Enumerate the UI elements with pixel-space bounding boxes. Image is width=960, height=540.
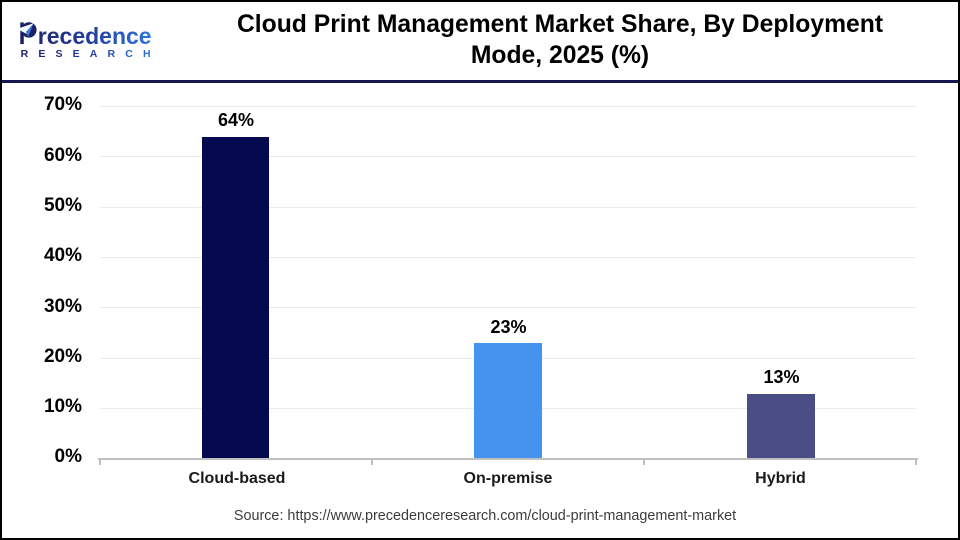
svg-text:RESEARCH: RESEARCH (21, 48, 161, 60)
svg-text:recedence: recedence (38, 23, 152, 49)
